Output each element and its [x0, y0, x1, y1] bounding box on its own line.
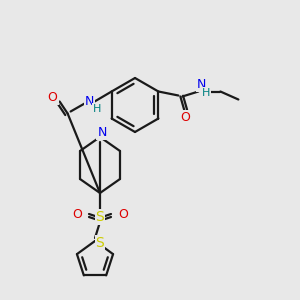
Text: H: H — [92, 103, 101, 113]
Text: S: S — [96, 210, 104, 224]
Text: O: O — [48, 91, 58, 104]
Text: N: N — [97, 125, 107, 139]
Text: N: N — [197, 78, 206, 91]
Text: S: S — [96, 236, 104, 250]
Text: N: N — [85, 95, 94, 108]
Text: O: O — [72, 208, 82, 221]
Text: O: O — [118, 208, 128, 221]
Text: H: H — [202, 88, 211, 98]
Text: O: O — [180, 111, 190, 124]
